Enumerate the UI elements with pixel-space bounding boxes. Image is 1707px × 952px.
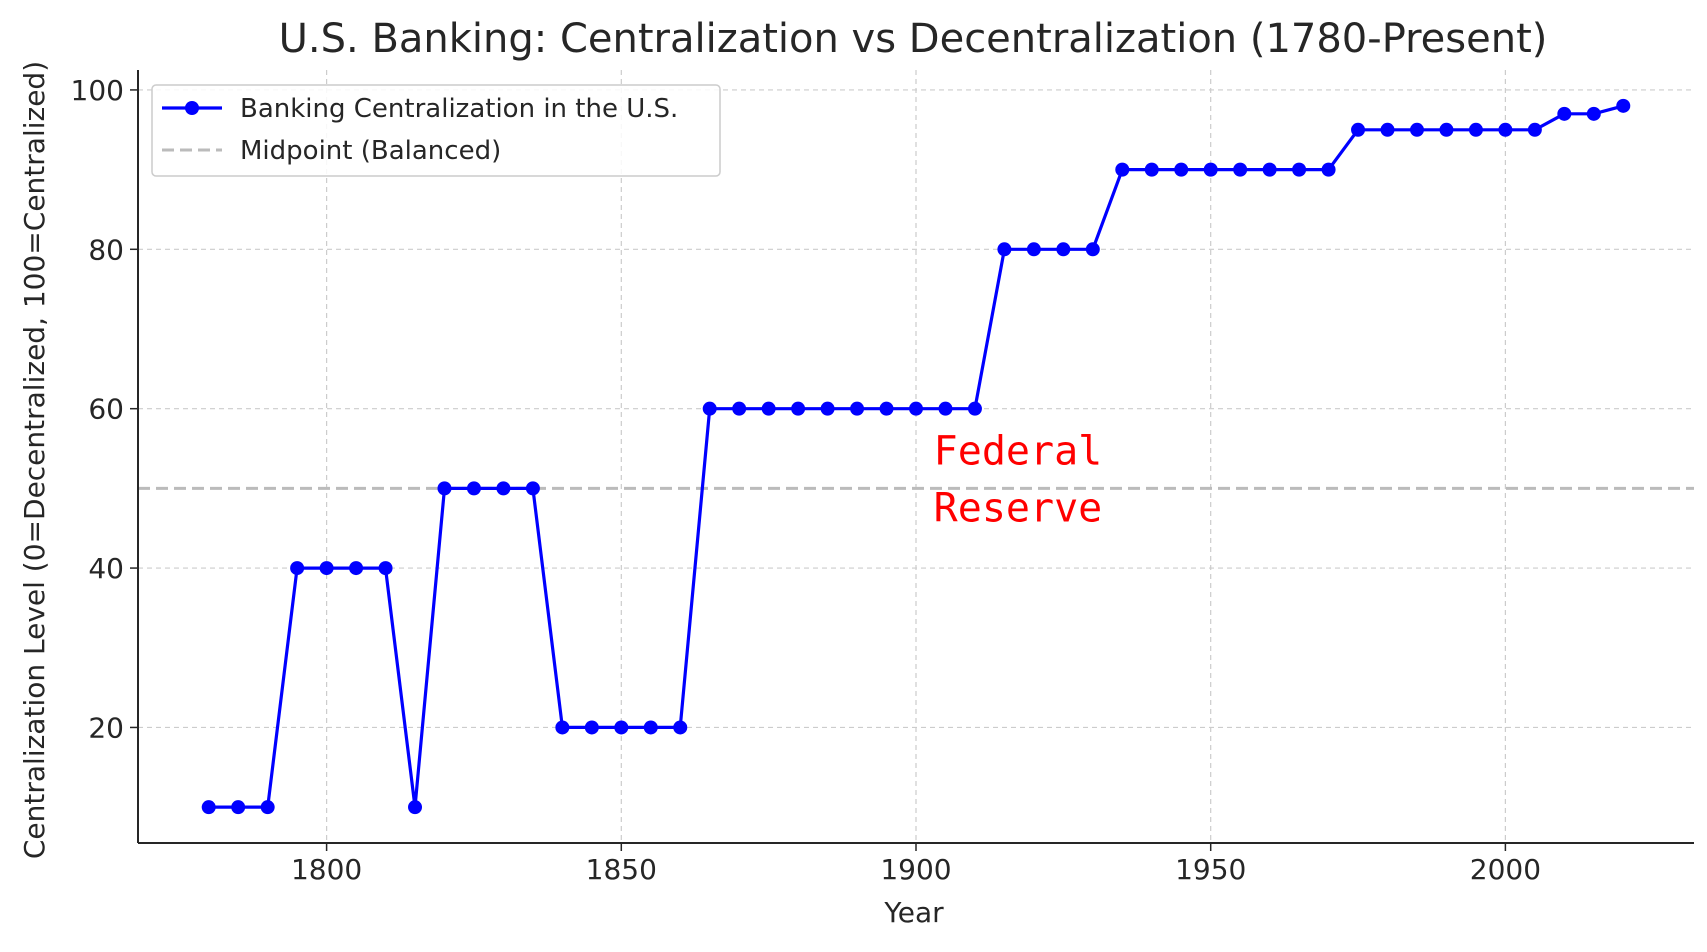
data-point	[761, 401, 776, 416]
x-tick-label: 1900	[880, 853, 951, 886]
data-point	[1498, 122, 1513, 137]
y-tick-label: 100	[71, 74, 124, 107]
x-tick-label: 2000	[1470, 853, 1541, 886]
data-point	[231, 800, 246, 815]
data-point	[1115, 162, 1130, 177]
annotation-line: Reserve	[934, 485, 1103, 531]
data-point	[1262, 162, 1277, 177]
x-ticks: 1800 1850 1900 1950 2000	[291, 843, 1541, 886]
x-axis-label: Year	[883, 896, 944, 929]
data-point	[201, 800, 216, 815]
x-tick-label: 1850	[586, 853, 657, 886]
data-point	[909, 401, 923, 416]
data-point	[1351, 122, 1366, 137]
data-point	[643, 720, 658, 735]
data-point	[938, 401, 953, 416]
data-point	[1468, 122, 1483, 137]
data-point	[319, 561, 334, 576]
data-point	[1616, 98, 1631, 113]
data-point	[702, 401, 717, 416]
y-tick-label: 40	[88, 552, 124, 585]
grid	[138, 70, 1694, 843]
data-point	[290, 561, 305, 576]
data-point	[437, 481, 452, 496]
data-point	[1174, 162, 1189, 177]
data-point	[378, 561, 393, 576]
legend-marker	[185, 101, 199, 115]
y-axis-label: Centralization Level (0=Decentralized, 1…	[18, 61, 51, 859]
x-tick-label: 1950	[1175, 853, 1246, 886]
data-point	[1439, 122, 1454, 137]
data-point	[1056, 242, 1071, 257]
data-point	[1557, 106, 1572, 121]
y-tick-label: 80	[88, 233, 124, 266]
data-point	[1527, 122, 1542, 137]
y-tick-label: 20	[88, 711, 124, 744]
data-point	[967, 401, 982, 416]
x-tick-label: 1800	[291, 853, 362, 886]
legend-label-series: Banking Centralization in the U.S.	[240, 94, 678, 124]
data-point	[614, 720, 629, 735]
legend: Banking Centralization in the U.S. Midpoi…	[151, 84, 721, 177]
annotation-federal-reserve: Federal Reserve	[934, 428, 1103, 531]
y-ticks: 20 40 60 80 100	[71, 74, 138, 744]
data-point	[673, 720, 688, 735]
data-point	[732, 401, 747, 416]
data-point	[1203, 162, 1218, 177]
data-point	[1586, 106, 1601, 121]
data-point	[879, 401, 894, 416]
data-point	[1380, 122, 1395, 137]
data-point	[1292, 162, 1307, 177]
data-point	[850, 401, 865, 416]
series-layer	[201, 98, 1631, 815]
legend-box	[151, 84, 721, 177]
data-point	[466, 481, 481, 496]
data-point	[1321, 162, 1336, 177]
data-point	[584, 720, 599, 735]
data-point	[496, 481, 511, 496]
data-point	[349, 561, 364, 576]
chart-title: U.S. Banking: Centralization vs Decentra…	[279, 16, 1548, 62]
annotation-line: Federal	[934, 428, 1103, 474]
data-point	[1085, 242, 1100, 257]
data-point	[1026, 242, 1041, 257]
data-point	[1144, 162, 1159, 177]
data-point	[1233, 162, 1248, 177]
data-point	[525, 481, 540, 496]
data-point	[260, 800, 275, 815]
data-point	[791, 401, 806, 416]
data-point	[1409, 122, 1424, 137]
data-point	[555, 720, 570, 735]
y-tick-label: 60	[88, 393, 124, 426]
legend-label-midpoint: Midpoint (Balanced)	[240, 136, 501, 166]
annotations: Federal Reserve	[934, 428, 1103, 531]
data-point	[408, 800, 423, 815]
data-point	[820, 401, 835, 416]
data-point	[997, 242, 1012, 257]
